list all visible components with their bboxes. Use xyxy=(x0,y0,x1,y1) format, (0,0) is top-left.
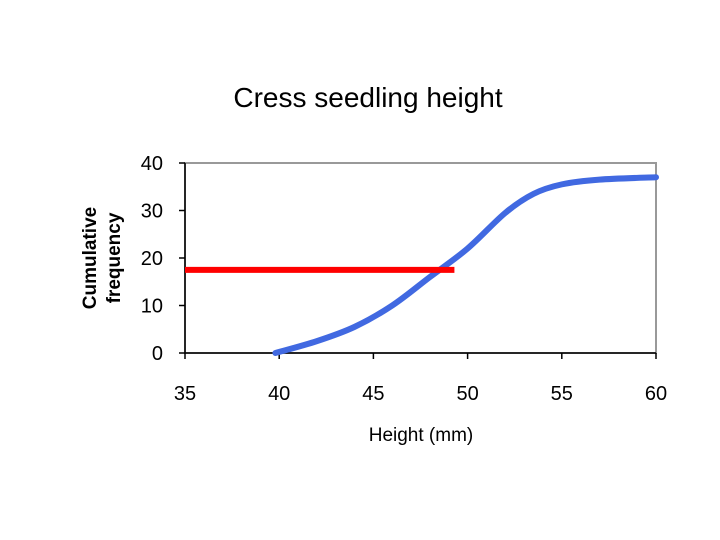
y-tick-label: 40 xyxy=(141,153,163,175)
x-tick-label: 40 xyxy=(268,383,290,405)
chart-title: Cress seedling height xyxy=(233,82,502,113)
x-tick-label: 45 xyxy=(362,383,384,405)
y-tick-label: 0 xyxy=(152,343,163,365)
axes xyxy=(179,162,657,359)
y-tick-label: 20 xyxy=(141,248,163,270)
x-tick-label: 60 xyxy=(645,383,667,405)
y-tick-label: 30 xyxy=(141,201,163,223)
x-tick-label: 50 xyxy=(456,383,478,405)
y-axis-label-line-1: Cumulative xyxy=(80,207,101,309)
x-tick-label: 55 xyxy=(551,383,573,405)
tick-labels: 0 10 20 30 40 35 40 45 50 55 60 xyxy=(141,153,667,405)
series-line-0 xyxy=(272,174,659,356)
plot-frame xyxy=(184,162,657,354)
chart-marks xyxy=(185,174,659,356)
y-tick-label: 10 xyxy=(141,296,163,318)
x-axis-label: Height (mm) xyxy=(369,425,474,446)
x-tick-label: 35 xyxy=(174,383,196,405)
y-axis-label-line-2: frequency xyxy=(104,212,125,303)
